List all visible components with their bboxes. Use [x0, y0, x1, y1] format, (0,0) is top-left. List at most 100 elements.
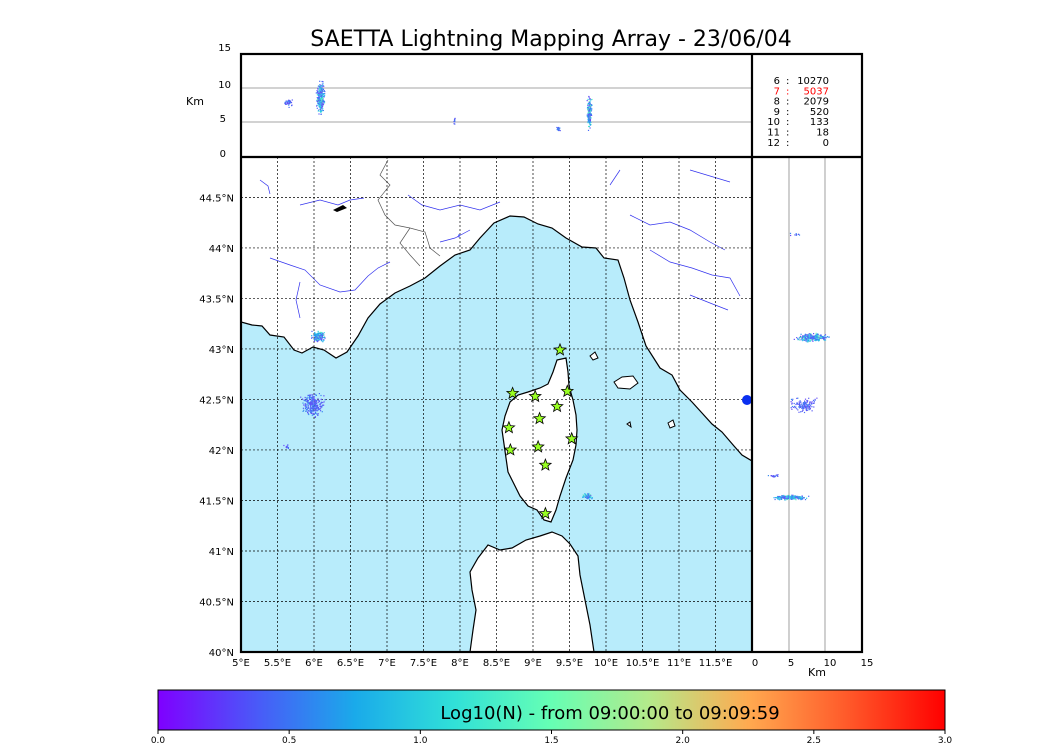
station-star [528, 389, 542, 403]
lon-tick: 11.5°E [699, 658, 733, 669]
colorbar-tick: 3.0 [938, 736, 953, 746]
stats-row: 7: 5037 [774, 86, 829, 97]
stats-label: 11 [767, 128, 780, 139]
lat-tick: 44°N [209, 244, 234, 255]
top-panel-density [284, 80, 593, 132]
lat-tick: 42°N [209, 446, 234, 457]
side-x-tick: 0 [752, 658, 758, 669]
lon-tick: 10.5°E [626, 658, 660, 669]
top-y-tick: 15 [218, 43, 231, 54]
stats-row: 8: 2079 [774, 97, 829, 108]
stats-value: 520 [810, 107, 829, 118]
lon-tick: 7°E [378, 658, 396, 669]
lat-tick: 40°N [209, 648, 234, 659]
station-star [538, 506, 553, 520]
map-panel: 5°E 5.5°E 6°E 6.5°E 7°E 7.5°E 8°E 8.5°E 9°E 9.5°E… [199, 157, 752, 669]
stats-value: 133 [810, 117, 829, 128]
station-star [550, 399, 564, 413]
stats-value: 5037 [804, 86, 829, 97]
stats-row: 6:10270 [774, 76, 829, 87]
stats-separator: : [786, 86, 789, 97]
side-x-tick: 5 [788, 658, 794, 669]
stats-separator: : [786, 76, 789, 87]
altitude-longitude-panel: 15 10 5 0 Km [186, 43, 752, 160]
lma-stations [502, 342, 579, 520]
lon-tick: 9.5°E [556, 658, 583, 669]
map-gridlines [241, 157, 752, 652]
stats-row: 9: 520 [774, 107, 829, 118]
lat-tick: 41°N [209, 547, 234, 558]
station-star [505, 386, 520, 400]
lat-tick: 44.5°N [199, 193, 234, 204]
stats-separator: : [786, 117, 789, 128]
stats-separator: : [786, 128, 789, 139]
stats-label: 8 [774, 97, 780, 108]
station-star [560, 384, 575, 398]
station-star [538, 457, 553, 471]
stats-label: 12 [767, 138, 780, 149]
stats-label: 7 [774, 86, 780, 97]
stats-row: 10: 133 [767, 117, 829, 128]
station-star [564, 431, 579, 445]
top-y-tick: 10 [218, 80, 231, 91]
small-island [626, 421, 632, 429]
sardinia-island [469, 531, 595, 652]
lat-tick: 43.5°N [199, 294, 234, 305]
colorbar: Log10(N) - from 09:00:00 to 09:09:59 0.0… [151, 689, 953, 746]
lat-tick: 41.5°N [199, 496, 234, 507]
stats-label: 10 [767, 117, 780, 128]
stats-value: 2079 [804, 97, 829, 108]
stats-separator: : [786, 138, 789, 149]
lon-tick: 9°E [524, 658, 542, 669]
lake [333, 205, 347, 212]
lon-tick: 8°E [451, 658, 469, 669]
corsica-island [501, 357, 578, 523]
small-island [589, 351, 599, 361]
elba-island [613, 375, 639, 390]
station-star [553, 342, 567, 356]
side-x-tick: 10 [824, 658, 837, 669]
stats-row: 11: 18 [767, 128, 829, 139]
side-x-tick: 15 [861, 658, 874, 669]
rivers [259, 169, 741, 319]
stats-separator: : [786, 107, 789, 118]
colorbar-tick: 2.5 [807, 736, 821, 746]
stats-label: 9 [774, 107, 780, 118]
station-star [531, 439, 545, 453]
lon-tick: 8.5°E [483, 658, 510, 669]
map-lightning-density [283, 234, 593, 500]
latitude-altitude-panel: 0 5 10 15 Km [752, 157, 874, 679]
top-y-unit: Km [186, 95, 204, 108]
lon-tick: 6°E [305, 658, 323, 669]
colorbar-tick: 0.0 [151, 736, 166, 746]
colorbar-gradient [157, 689, 946, 731]
stats-value: 18 [816, 128, 829, 139]
stats-row: 12: 0 [767, 138, 829, 149]
lon-tick: 6.5°E [337, 658, 364, 669]
stats-label: 6 [774, 76, 780, 87]
side-x-unit: Km [808, 666, 826, 679]
colorbar-tick: 0.5 [282, 736, 296, 746]
station-star [502, 420, 516, 434]
colorbar-label: Log10(N) - from 09:00:00 to 09:09:59 [440, 703, 779, 724]
lon-tick: 10°E [594, 658, 618, 669]
colorbar-tick: 2.0 [676, 736, 691, 746]
top-y-tick: 0 [220, 149, 226, 160]
top-y-tick: 5 [220, 114, 226, 125]
lat-tick: 40.5°N [199, 597, 234, 608]
marker-dot [742, 395, 752, 405]
station-star [503, 442, 518, 456]
borders [377, 159, 441, 267]
lon-tick: 5°E [232, 658, 250, 669]
lon-tick: 11°E [667, 658, 691, 669]
panel-frames [239, 52, 864, 654]
station-star [532, 411, 547, 425]
stats-separator: : [786, 97, 789, 108]
stats-value: 10270 [797, 76, 829, 87]
lon-tick: 7.5°E [410, 658, 437, 669]
small-island [667, 419, 676, 429]
colorbar-tick: 1.0 [413, 736, 428, 746]
side-panel-density [767, 232, 830, 501]
